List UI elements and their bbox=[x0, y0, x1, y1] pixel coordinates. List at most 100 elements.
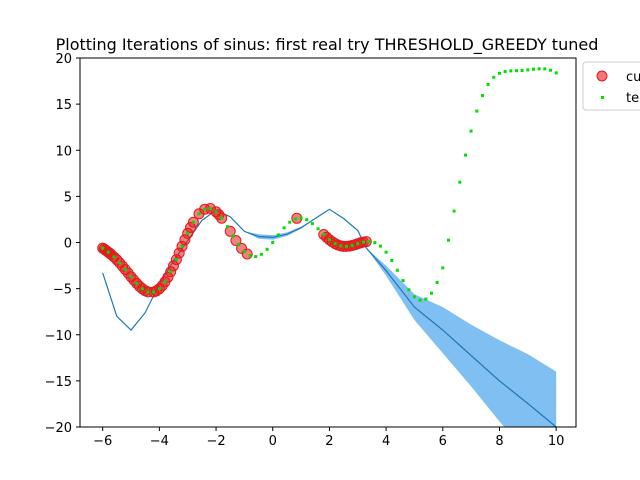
target-point bbox=[424, 297, 428, 301]
target-point bbox=[464, 153, 467, 157]
target-point bbox=[492, 75, 496, 79]
target-point bbox=[293, 217, 297, 221]
y-tick-label: 10 bbox=[55, 144, 72, 159]
target-point bbox=[259, 252, 263, 256]
plot-area bbox=[97, 67, 558, 427]
sampled-point bbox=[230, 235, 242, 246]
target-point bbox=[469, 129, 473, 133]
legend-marker-sampled bbox=[596, 70, 608, 82]
x-tick-label: 0 bbox=[269, 434, 277, 449]
target-point bbox=[276, 233, 280, 237]
x-tick-label: −6 bbox=[93, 434, 112, 449]
target-point bbox=[503, 70, 507, 73]
target-point bbox=[378, 244, 382, 248]
y-tick-label: 15 bbox=[55, 98, 72, 113]
target-point bbox=[203, 207, 207, 211]
y-tick-label: 0 bbox=[64, 237, 72, 252]
target-point bbox=[299, 216, 303, 220]
target-point bbox=[305, 218, 309, 222]
legend: cu te bbox=[582, 61, 640, 111]
x-tick-label: 2 bbox=[325, 434, 333, 449]
target-point bbox=[344, 244, 348, 248]
target-point bbox=[146, 290, 150, 294]
target-point bbox=[180, 244, 184, 248]
target-point bbox=[265, 247, 269, 251]
sampled-point bbox=[224, 225, 236, 237]
target-point bbox=[271, 241, 275, 244]
target-point bbox=[486, 83, 490, 86]
target-point bbox=[129, 275, 133, 279]
target-point bbox=[441, 266, 445, 270]
y-tick-label: 5 bbox=[64, 190, 72, 205]
target-point bbox=[549, 68, 552, 72]
target-point bbox=[520, 69, 524, 72]
x-tick-label: 4 bbox=[382, 434, 390, 449]
x-tick-label: −2 bbox=[206, 434, 225, 449]
target-point bbox=[231, 234, 235, 238]
target-point bbox=[412, 295, 416, 299]
target-point bbox=[339, 244, 343, 248]
target-point bbox=[248, 254, 252, 258]
legend-marker-target bbox=[601, 96, 604, 99]
target-point bbox=[254, 255, 258, 259]
target-point bbox=[509, 69, 513, 73]
target-point bbox=[322, 233, 326, 236]
target-point bbox=[225, 225, 229, 229]
chart-title: Plotting Iterations of sinus: first real… bbox=[56, 35, 599, 55]
target-point bbox=[447, 238, 450, 242]
legend-label-target: te bbox=[626, 91, 639, 106]
target-point bbox=[333, 242, 337, 246]
target-point bbox=[242, 250, 246, 253]
x-tick-label: 6 bbox=[439, 434, 447, 449]
target-point bbox=[526, 68, 530, 72]
target-point bbox=[106, 250, 110, 254]
y-tick-label: −5 bbox=[53, 283, 72, 298]
target-point bbox=[418, 298, 422, 302]
target-point bbox=[316, 227, 320, 231]
target-point bbox=[373, 241, 377, 245]
target-point bbox=[498, 71, 501, 75]
target-point bbox=[395, 268, 399, 272]
target-point bbox=[537, 67, 541, 71]
target-point bbox=[152, 290, 156, 294]
y-tick-label: −10 bbox=[45, 329, 72, 344]
x-tick-label: −4 bbox=[150, 434, 169, 449]
target-point bbox=[288, 220, 292, 224]
target-point bbox=[475, 109, 479, 113]
target-point bbox=[174, 258, 178, 262]
x-tick-label: 8 bbox=[495, 434, 503, 449]
sampled-point bbox=[360, 236, 372, 248]
target-point bbox=[481, 94, 484, 98]
target-point bbox=[407, 288, 411, 292]
target-point bbox=[220, 216, 224, 220]
target-point bbox=[356, 242, 360, 246]
target-point bbox=[282, 226, 286, 230]
target-point bbox=[310, 222, 314, 226]
confidence-band bbox=[102, 209, 557, 427]
target-point bbox=[140, 287, 144, 291]
target-point bbox=[101, 246, 105, 250]
target-point bbox=[452, 209, 456, 213]
target-point bbox=[118, 261, 122, 265]
target-point bbox=[214, 210, 218, 214]
target-point bbox=[458, 180, 462, 184]
target-point bbox=[135, 281, 139, 285]
target-point bbox=[123, 268, 127, 272]
target-point bbox=[435, 281, 439, 284]
legend-label-sampled: cu bbox=[626, 70, 640, 85]
target-point bbox=[191, 220, 195, 224]
target-point bbox=[186, 231, 190, 235]
target-point bbox=[401, 279, 405, 283]
target-point bbox=[543, 67, 547, 71]
target-point bbox=[163, 280, 167, 284]
target-point bbox=[350, 244, 354, 247]
y-tick-label: −20 bbox=[45, 421, 72, 436]
target-point bbox=[169, 270, 173, 274]
y-tick-label: 20 bbox=[55, 52, 72, 67]
target-point bbox=[112, 255, 116, 259]
target-point bbox=[532, 67, 535, 71]
y-tick-label: −15 bbox=[45, 375, 72, 390]
target-point bbox=[327, 238, 331, 242]
